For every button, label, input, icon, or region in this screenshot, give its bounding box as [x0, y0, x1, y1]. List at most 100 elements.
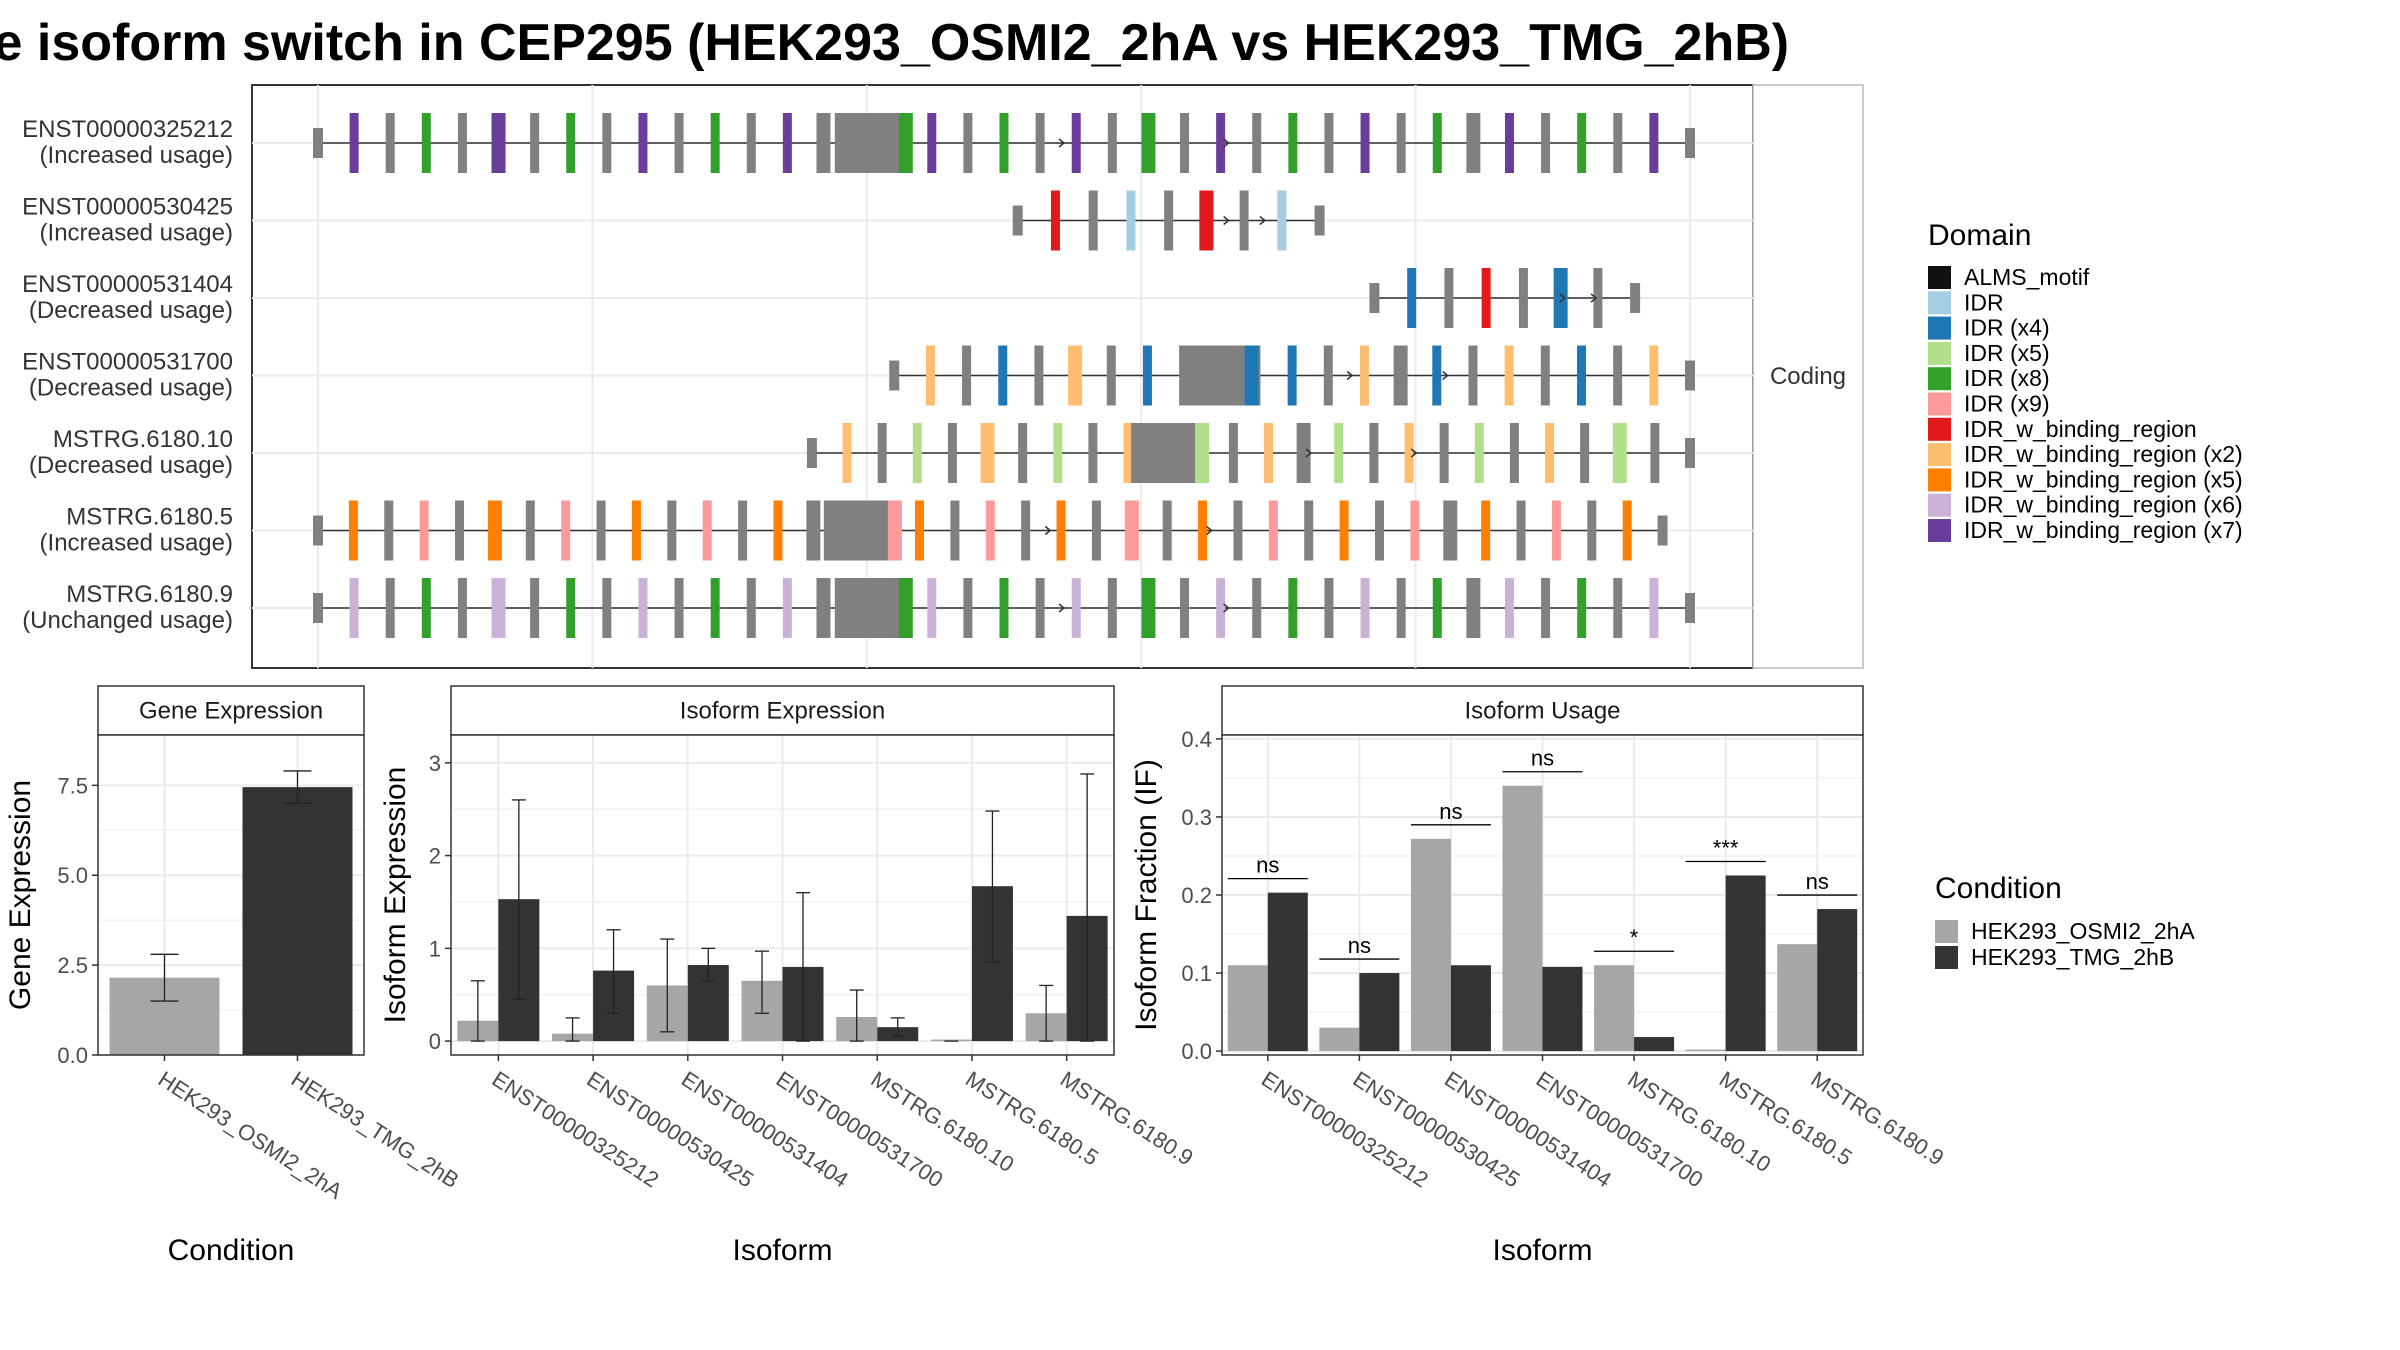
direction-arrow	[1223, 603, 1230, 613]
exon-block	[1649, 345, 1659, 406]
exon-block	[1141, 578, 1156, 638]
isoform-label-usage: (Decreased usage)	[29, 375, 233, 402]
isoform-label-id: MSTRG.6180.9	[66, 581, 233, 608]
exon-block	[1545, 423, 1555, 483]
exon-block	[1071, 578, 1081, 638]
x-tick-label: ENST00000325212	[1257, 1066, 1433, 1192]
exon-block	[421, 113, 431, 173]
exon-block	[773, 500, 783, 561]
domain-legend-label: ALMS_motif	[1964, 264, 2090, 290]
condition-legend-label: HEK293_TMG_2hB	[1971, 944, 2174, 970]
exon-block	[1233, 500, 1243, 561]
exon-block	[1649, 113, 1659, 173]
exon-block	[1034, 345, 1044, 406]
exon-block	[1199, 190, 1214, 251]
domain-legend-swatch	[1928, 367, 1951, 391]
exon-block	[1593, 268, 1603, 328]
exon-block	[842, 423, 852, 483]
y-tick-label: 0.0	[57, 1043, 88, 1068]
exon-block	[1622, 500, 1632, 561]
exon-block	[1468, 345, 1478, 406]
domain-legend-label: IDR_w_binding_region (x2)	[1964, 441, 2243, 467]
domain-legend-label: IDR_w_binding_region (x6)	[1964, 492, 2243, 518]
x-tick-label: ENST00000531700	[772, 1066, 948, 1192]
bar	[1685, 1049, 1726, 1052]
exon-block	[963, 113, 973, 173]
exon-block	[999, 113, 1009, 173]
exon-block	[782, 113, 792, 173]
isoform-label-id: MSTRG.6180.10	[53, 426, 233, 453]
exon-block	[674, 578, 684, 638]
significance-label: ns	[1348, 933, 1371, 958]
direction-arrow	[1559, 293, 1566, 303]
exon-block	[1164, 190, 1174, 251]
domain-legend-label: IDR_w_binding_region (x7)	[1964, 517, 2243, 543]
exon-block-large	[1180, 345, 1245, 406]
significance-label: ns	[1531, 746, 1554, 771]
exon-block	[349, 578, 359, 638]
panel-title: Gene Expression	[139, 698, 323, 725]
isoform-label-id: ENST00000530425	[22, 194, 233, 221]
exon-block	[1216, 113, 1226, 173]
direction-arrow	[1442, 370, 1449, 381]
bar	[1725, 875, 1766, 1052]
exon-block	[1091, 500, 1101, 561]
significance-label: ns	[1256, 853, 1279, 878]
exon-block	[566, 578, 576, 638]
exon-block	[1432, 578, 1442, 638]
y-tick-label: 5.0	[57, 863, 88, 888]
exon-block	[999, 578, 1009, 638]
exon-block	[1466, 578, 1481, 638]
exon-block	[1124, 500, 1139, 561]
condition-legend-title: Condition	[1935, 872, 2062, 905]
exon-block	[1264, 423, 1274, 483]
exon-block	[525, 500, 535, 561]
exon-block	[1439, 423, 1449, 483]
exon-domain-large	[887, 500, 902, 561]
exon-block	[566, 113, 576, 173]
domain-legend-label: IDR (x8)	[1964, 365, 2050, 391]
exon-block	[782, 578, 792, 638]
exon-block	[816, 578, 831, 638]
exon-block	[385, 113, 395, 173]
direction-arrow	[1305, 448, 1313, 458]
exon-block	[313, 128, 323, 158]
significance-label: ns	[1439, 799, 1462, 824]
exon-block	[1509, 423, 1519, 483]
exon-block	[746, 578, 756, 638]
exon-block	[1021, 500, 1031, 561]
exon-block	[1443, 500, 1458, 561]
exon-block	[1252, 113, 1262, 173]
isoform-usage-chart: Isoform Usage 0.0 0.1 0.2 0.3 0.4 ENST00000325…	[1130, 685, 1948, 1267]
bar	[930, 1039, 972, 1042]
exon-block	[1630, 283, 1641, 313]
domain-legend-swatch	[1928, 291, 1951, 315]
exon-block	[1018, 423, 1028, 483]
exon-block	[1504, 345, 1514, 406]
bar	[242, 787, 353, 1055]
domain-legend-swatch	[1928, 392, 1951, 416]
exon-block	[1685, 128, 1695, 158]
isoform-label-usage: (Decreased usage)	[29, 452, 233, 479]
exon-block	[1056, 500, 1066, 561]
condition-legend-label: HEK293_OSMI2_2hA	[1971, 918, 2195, 944]
significance-label: ***	[1713, 835, 1739, 860]
significance-label: ns	[1806, 869, 1829, 894]
exon-block	[947, 423, 957, 483]
x-tick-label: ENST00000530425	[582, 1066, 758, 1192]
exon-block	[1304, 500, 1314, 561]
exon-block	[1035, 578, 1045, 638]
exon-block	[1613, 113, 1623, 173]
exon-block-large	[834, 113, 899, 173]
exon-block	[1374, 500, 1384, 561]
plot-border	[450, 734, 1115, 1056]
y-axis-label: Isoform Expression	[379, 767, 412, 1024]
exon-block	[1516, 500, 1526, 561]
exon-block	[1141, 113, 1156, 173]
isoform-label-usage: (Increased usage)	[40, 142, 233, 169]
bar	[1359, 973, 1400, 1052]
exon-block	[1268, 500, 1278, 561]
panel-strip	[1221, 685, 1864, 736]
exon-block	[1142, 345, 1152, 406]
